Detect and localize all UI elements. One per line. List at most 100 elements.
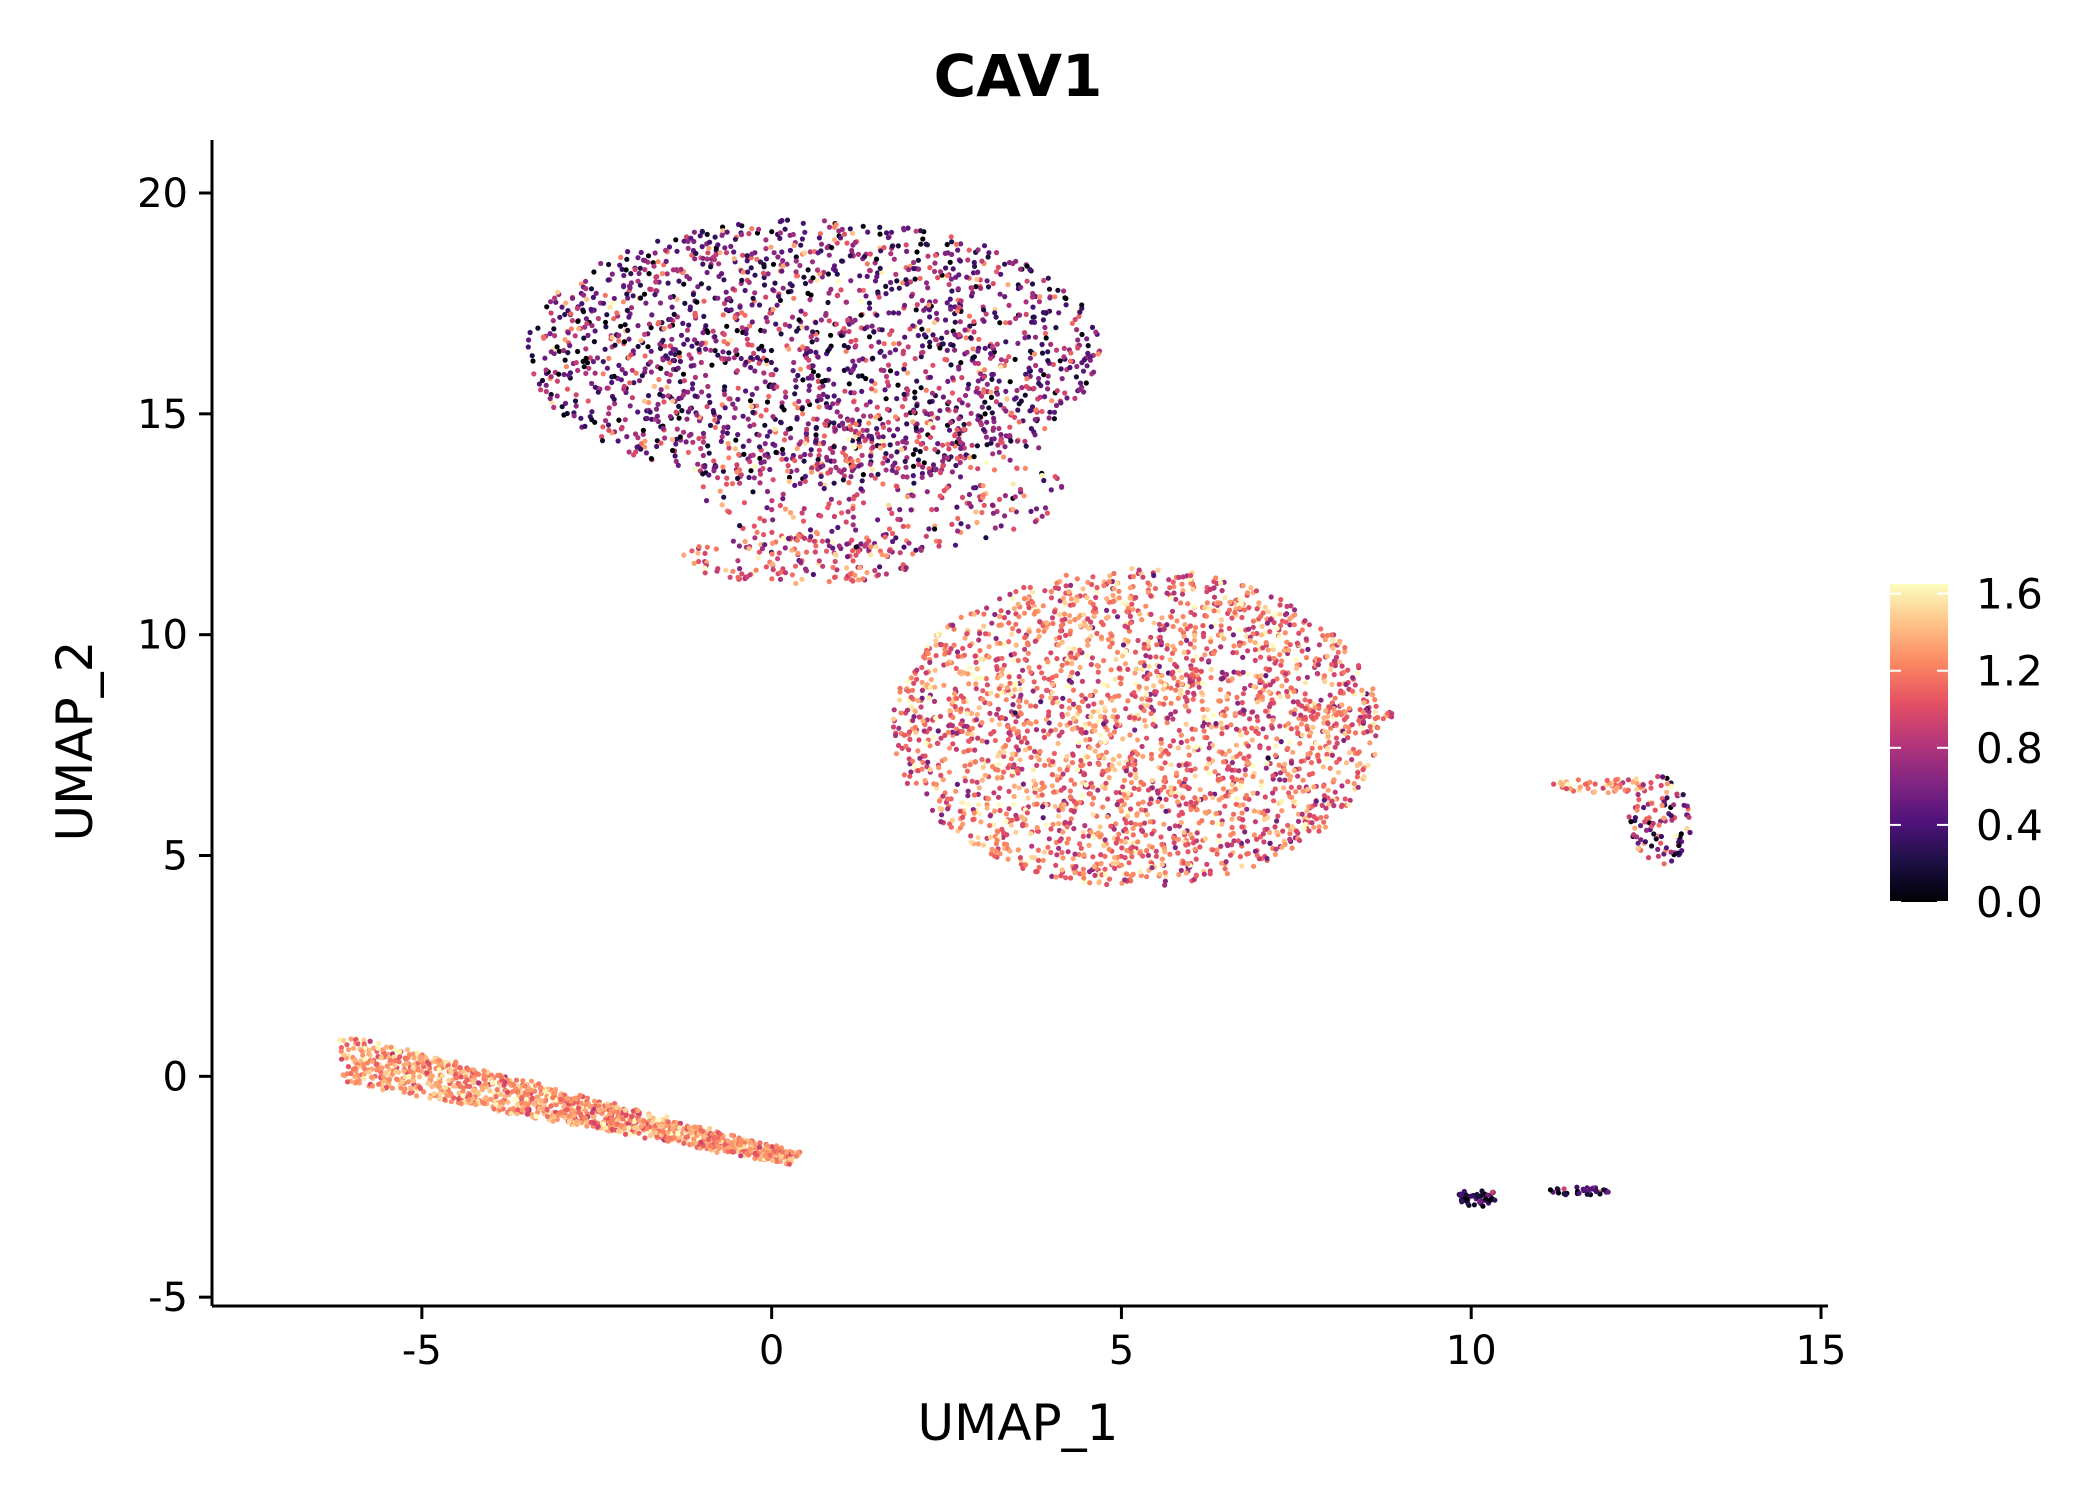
cell-point bbox=[679, 408, 685, 414]
cell-point bbox=[913, 307, 919, 313]
cell-point bbox=[1031, 314, 1037, 320]
cell-point bbox=[745, 416, 751, 422]
cell-point bbox=[573, 360, 579, 366]
cell-point bbox=[1162, 760, 1168, 766]
cell-point bbox=[838, 332, 844, 338]
cell-point bbox=[991, 790, 997, 796]
cell-point bbox=[927, 339, 933, 345]
cell-point bbox=[973, 686, 979, 692]
cell-point bbox=[984, 739, 990, 745]
cell-point bbox=[770, 306, 776, 313]
cell-point bbox=[1183, 870, 1189, 876]
cell-point bbox=[859, 452, 865, 458]
cell-point bbox=[1233, 726, 1240, 732]
cell-point bbox=[1252, 640, 1258, 646]
cell-point bbox=[779, 446, 786, 453]
cell-point bbox=[821, 269, 827, 275]
cell-point bbox=[837, 413, 844, 419]
cell-point bbox=[738, 355, 744, 362]
cell-point bbox=[958, 298, 964, 304]
cell-point bbox=[575, 367, 581, 373]
cell-point bbox=[787, 247, 794, 253]
cell-point bbox=[982, 399, 988, 405]
cell-point bbox=[543, 367, 549, 373]
cell-point bbox=[630, 348, 636, 354]
cell-point bbox=[636, 378, 643, 384]
cell-point bbox=[850, 514, 857, 520]
cell-point bbox=[1152, 585, 1159, 592]
cell-point bbox=[1005, 724, 1011, 730]
cell-point bbox=[919, 470, 926, 477]
cell-point bbox=[1061, 345, 1067, 351]
cell-point bbox=[1315, 671, 1321, 677]
cell-point bbox=[990, 510, 997, 516]
cell-point bbox=[1260, 645, 1266, 651]
cell-point bbox=[1022, 656, 1028, 663]
cell-point bbox=[958, 721, 964, 727]
cell-point bbox=[964, 349, 970, 355]
cell-point bbox=[935, 632, 941, 638]
cell-point bbox=[932, 298, 939, 304]
cell-point bbox=[767, 310, 773, 316]
cell-point bbox=[902, 458, 908, 464]
cell-point bbox=[1291, 711, 1297, 717]
cell-point bbox=[1315, 752, 1321, 758]
cell-point bbox=[1095, 669, 1101, 675]
cell-point bbox=[602, 346, 608, 352]
cell-point bbox=[1282, 777, 1288, 783]
cell-point bbox=[916, 266, 922, 272]
cell-point bbox=[984, 442, 990, 448]
cell-point bbox=[952, 686, 958, 692]
cell-point bbox=[1145, 852, 1151, 859]
cell-point bbox=[878, 367, 884, 373]
cell-point bbox=[961, 426, 967, 432]
cell-point bbox=[782, 322, 788, 328]
cell-point bbox=[940, 793, 946, 799]
cell-point bbox=[1336, 640, 1342, 646]
cell-point bbox=[1143, 685, 1150, 691]
cell-point bbox=[1343, 760, 1349, 766]
cell-point bbox=[648, 369, 655, 375]
cell-point bbox=[1033, 703, 1039, 709]
cell-point bbox=[705, 250, 711, 256]
cell-point bbox=[820, 563, 826, 569]
cell-point bbox=[1305, 751, 1311, 757]
cell-point bbox=[1092, 688, 1099, 694]
cell-point bbox=[1033, 506, 1040, 512]
cell-point bbox=[1052, 727, 1059, 733]
cell-point bbox=[1039, 670, 1045, 676]
cell-point bbox=[1030, 767, 1036, 773]
cell-point bbox=[676, 353, 683, 359]
cell-point bbox=[1302, 821, 1309, 827]
cell-point bbox=[740, 413, 746, 419]
cell-point bbox=[987, 822, 993, 829]
cell-point bbox=[996, 802, 1002, 808]
cell-point bbox=[1193, 667, 1199, 673]
cell-point bbox=[947, 296, 953, 302]
cell-point bbox=[794, 537, 801, 543]
cell-point bbox=[946, 769, 953, 775]
cell-point bbox=[1237, 854, 1243, 860]
cell-point bbox=[1140, 799, 1146, 805]
cell-point bbox=[1197, 787, 1203, 793]
cell-point bbox=[928, 421, 934, 427]
cell-point bbox=[923, 369, 929, 375]
cell-point bbox=[1158, 834, 1164, 840]
cell-point bbox=[1159, 672, 1165, 679]
cell-point bbox=[1256, 600, 1262, 606]
cell-point bbox=[762, 422, 768, 428]
cell-point bbox=[937, 798, 943, 804]
cell-point bbox=[918, 241, 924, 247]
cell-point bbox=[1076, 313, 1082, 319]
cell-point bbox=[1051, 789, 1057, 795]
cell-point bbox=[999, 715, 1006, 721]
cell-point bbox=[1214, 851, 1220, 857]
cell-point bbox=[996, 496, 1003, 502]
cell-point bbox=[808, 333, 814, 339]
cell-point bbox=[949, 723, 956, 729]
cell-point bbox=[544, 304, 550, 310]
cell-point bbox=[607, 304, 613, 310]
cell-point bbox=[685, 238, 691, 244]
cell-point bbox=[813, 438, 819, 444]
cell-point bbox=[726, 445, 732, 451]
